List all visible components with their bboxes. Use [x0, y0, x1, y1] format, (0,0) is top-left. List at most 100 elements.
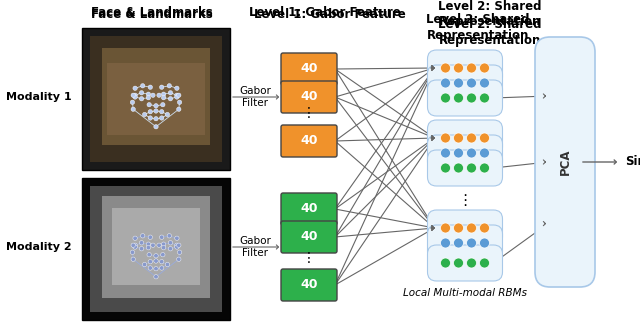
- Circle shape: [454, 163, 463, 173]
- FancyBboxPatch shape: [281, 269, 337, 301]
- Circle shape: [467, 63, 477, 73]
- FancyBboxPatch shape: [428, 225, 502, 261]
- Circle shape: [467, 223, 477, 233]
- Circle shape: [161, 95, 166, 100]
- Circle shape: [175, 243, 179, 247]
- Circle shape: [454, 93, 463, 103]
- Circle shape: [143, 112, 147, 117]
- Circle shape: [177, 100, 182, 104]
- Text: ⋮: ⋮: [302, 251, 316, 265]
- Circle shape: [131, 257, 136, 261]
- Circle shape: [175, 93, 179, 97]
- Circle shape: [177, 107, 181, 112]
- Circle shape: [157, 243, 161, 247]
- Circle shape: [161, 246, 166, 250]
- Circle shape: [154, 125, 158, 129]
- Circle shape: [467, 258, 477, 268]
- Circle shape: [454, 258, 463, 268]
- Circle shape: [151, 243, 155, 247]
- Circle shape: [479, 163, 490, 173]
- Circle shape: [133, 245, 138, 249]
- Circle shape: [177, 243, 181, 247]
- Circle shape: [168, 241, 173, 245]
- Circle shape: [133, 93, 138, 97]
- Circle shape: [479, 148, 490, 158]
- Circle shape: [467, 133, 477, 143]
- Circle shape: [479, 238, 490, 248]
- Circle shape: [479, 223, 490, 233]
- Circle shape: [154, 117, 158, 121]
- Circle shape: [146, 246, 150, 250]
- Circle shape: [141, 234, 145, 238]
- Circle shape: [168, 91, 173, 95]
- Text: 40: 40: [300, 230, 317, 244]
- FancyBboxPatch shape: [281, 53, 337, 85]
- FancyBboxPatch shape: [281, 193, 337, 225]
- Text: Level 2: Shared
Representation: Level 2: Shared Representation: [426, 13, 530, 42]
- Circle shape: [148, 235, 152, 239]
- Text: Gabor
Filter: Gabor Filter: [239, 236, 271, 258]
- Circle shape: [154, 266, 158, 271]
- Circle shape: [147, 252, 151, 257]
- Bar: [82, 28, 230, 170]
- Text: Face & Landmarks: Face & Landmarks: [91, 6, 213, 19]
- Text: Level 2: Shared
Representation: Level 2: Shared Representation: [438, 18, 541, 47]
- Text: Gabor
Filter: Gabor Filter: [239, 86, 271, 108]
- FancyBboxPatch shape: [428, 65, 502, 101]
- Circle shape: [159, 266, 164, 270]
- Text: Modality 2: Modality 2: [6, 242, 72, 252]
- Circle shape: [131, 243, 136, 247]
- Circle shape: [167, 84, 172, 88]
- Circle shape: [140, 96, 144, 101]
- Circle shape: [148, 85, 152, 89]
- Circle shape: [159, 235, 164, 239]
- Bar: [112, 208, 200, 285]
- Circle shape: [479, 78, 490, 88]
- Bar: [82, 178, 230, 320]
- Circle shape: [440, 163, 451, 173]
- Bar: [102, 48, 210, 145]
- Circle shape: [151, 93, 155, 97]
- Circle shape: [146, 242, 150, 246]
- Circle shape: [147, 102, 151, 107]
- Circle shape: [161, 242, 166, 246]
- Circle shape: [440, 148, 451, 158]
- Circle shape: [467, 93, 477, 103]
- Bar: [90, 36, 222, 162]
- Circle shape: [167, 234, 172, 238]
- Circle shape: [161, 92, 166, 96]
- Circle shape: [168, 96, 173, 101]
- Circle shape: [454, 63, 463, 73]
- Text: 40: 40: [300, 203, 317, 215]
- Circle shape: [175, 236, 179, 241]
- Circle shape: [454, 238, 463, 248]
- Circle shape: [131, 107, 136, 112]
- Circle shape: [479, 133, 490, 143]
- Circle shape: [454, 148, 463, 158]
- Circle shape: [161, 252, 165, 257]
- Circle shape: [440, 93, 451, 103]
- Text: Level 2: Shared
Representation: Level 2: Shared Representation: [438, 0, 541, 28]
- Text: Level 1: Gabor Feature: Level 1: Gabor Feature: [254, 7, 406, 20]
- Text: ⋮: ⋮: [458, 193, 472, 208]
- Text: 40: 40: [300, 90, 317, 103]
- Circle shape: [159, 85, 164, 89]
- Text: PCA: PCA: [559, 149, 572, 175]
- Circle shape: [140, 247, 144, 251]
- Bar: [102, 196, 210, 298]
- Bar: [90, 186, 222, 312]
- Text: 40: 40: [300, 134, 317, 148]
- Circle shape: [440, 78, 451, 88]
- Text: Similarity: Similarity: [625, 156, 640, 168]
- Circle shape: [157, 93, 161, 97]
- FancyBboxPatch shape: [281, 221, 337, 253]
- Circle shape: [168, 247, 173, 251]
- Circle shape: [175, 95, 179, 99]
- Circle shape: [154, 109, 158, 113]
- Text: Face & Landmarks: Face & Landmarks: [91, 7, 213, 20]
- Text: Local Multi-modal RBMs: Local Multi-modal RBMs: [403, 288, 527, 298]
- FancyBboxPatch shape: [535, 37, 595, 287]
- Bar: [107, 63, 205, 135]
- Circle shape: [467, 78, 477, 88]
- FancyBboxPatch shape: [428, 80, 502, 116]
